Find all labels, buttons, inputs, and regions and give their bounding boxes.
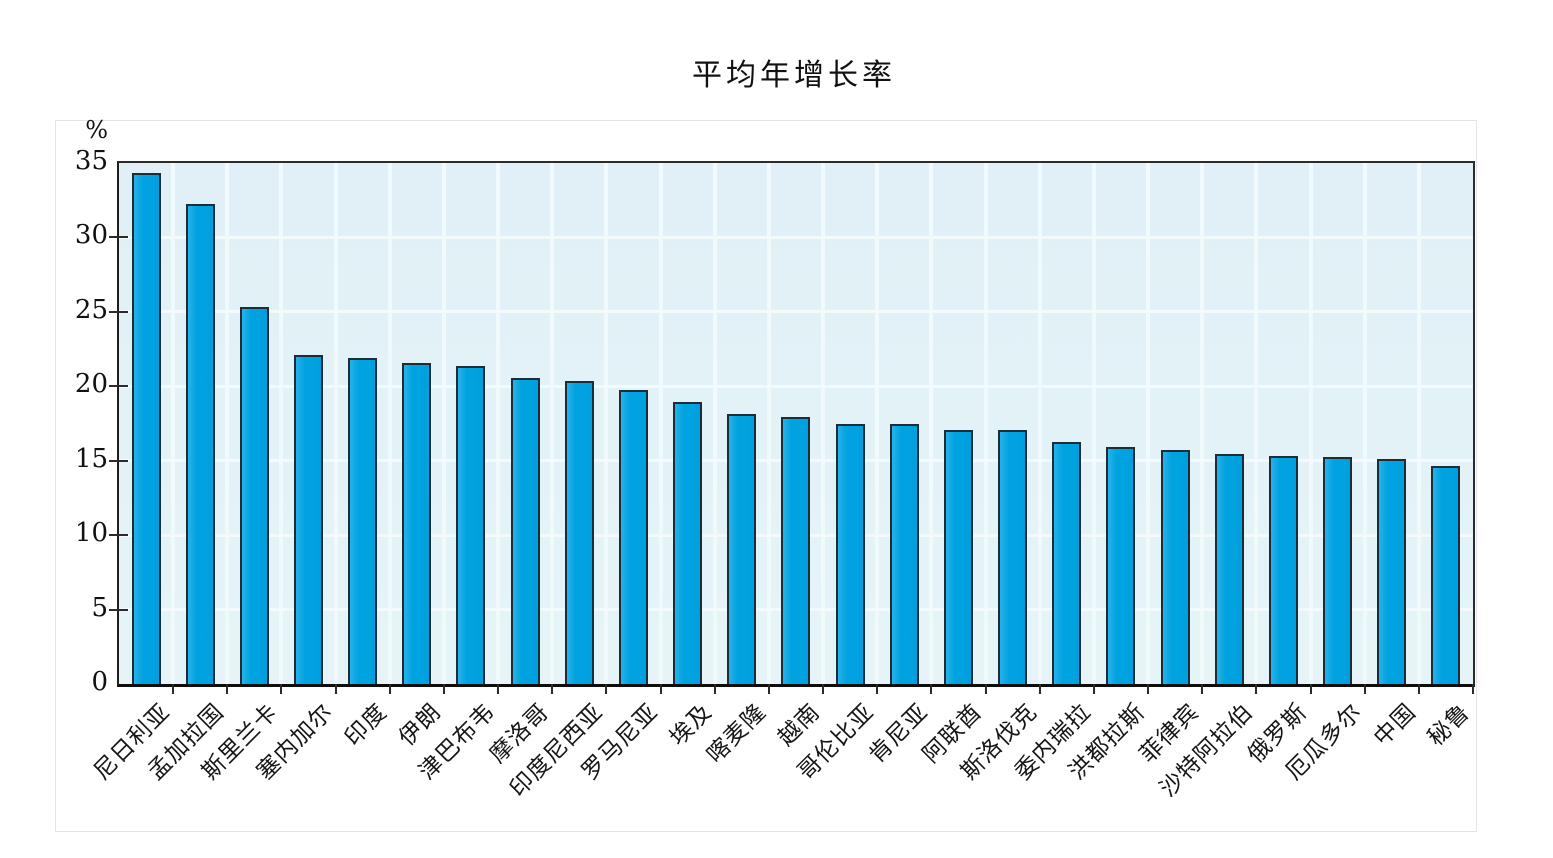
figure-frame [55, 120, 1477, 832]
gridline-vertical [712, 163, 717, 684]
x-axis-tick [388, 684, 391, 694]
y-axis-tick [109, 534, 128, 537]
y-tick-label: 0 [91, 667, 108, 697]
bar [781, 417, 811, 684]
gridline-horizontal [119, 310, 1473, 314]
bar [618, 390, 648, 684]
bar [564, 381, 594, 684]
gridline-vertical [821, 163, 826, 684]
chart-title: 平均年增长率 [692, 58, 896, 93]
x-axis-tick [280, 684, 283, 694]
bar [293, 354, 323, 684]
x-axis-tick [659, 684, 662, 694]
y-axis-tick [109, 310, 128, 313]
x-axis-tick [1309, 684, 1312, 694]
bar [889, 424, 919, 684]
gridline-vertical [658, 163, 663, 684]
bar [835, 424, 865, 684]
y-tick-label: 15 [74, 443, 108, 474]
x-axis-tick [1147, 684, 1150, 694]
gridline-vertical [171, 163, 176, 684]
bar [1323, 457, 1353, 684]
gridline-vertical [1308, 163, 1313, 684]
gridline-vertical [387, 163, 392, 684]
x-axis-tick [713, 684, 716, 694]
y-axis-tick [109, 385, 128, 388]
y-axis-unit-label: % [85, 116, 108, 144]
x-axis-tick [172, 684, 175, 694]
gridline-vertical [1416, 163, 1421, 684]
gridline-vertical [604, 163, 609, 684]
x-axis-tick [551, 684, 554, 694]
x-axis-tick [1472, 684, 1474, 694]
x-axis-tick [1363, 684, 1366, 694]
bar [1160, 449, 1190, 684]
gridline-vertical [875, 163, 880, 684]
bar [727, 414, 757, 684]
gridline-vertical [279, 163, 284, 684]
y-tick-label: 30 [74, 220, 108, 251]
bar [673, 402, 703, 684]
bar [1052, 442, 1082, 684]
bar [998, 430, 1028, 684]
x-axis-tick [876, 684, 879, 694]
bar [131, 172, 161, 684]
gridline-horizontal [119, 384, 1473, 388]
x-axis-tick [605, 684, 608, 694]
gridline-vertical [1037, 163, 1042, 684]
x-axis-tick [930, 684, 933, 694]
gridline-vertical [766, 163, 771, 684]
bar [1431, 466, 1461, 684]
x-axis-tick [1201, 684, 1204, 694]
bar [239, 306, 269, 684]
x-axis-tick [1255, 684, 1258, 694]
x-axis-tick [442, 684, 445, 694]
x-axis-tick [1417, 684, 1420, 694]
x-axis-tick [497, 684, 500, 694]
gridline-vertical [225, 163, 230, 684]
gridline-vertical [441, 163, 446, 684]
plot-area [109, 161, 1475, 694]
bar [943, 430, 973, 684]
bar [456, 366, 486, 684]
y-tick-label: 5 [91, 592, 108, 623]
y-tick-label: 25 [74, 294, 108, 325]
gridline-vertical [333, 163, 338, 684]
x-axis-tick [1038, 684, 1041, 694]
gridline-vertical [496, 163, 501, 684]
bar [1377, 458, 1407, 684]
bar [185, 204, 215, 684]
gridline-vertical [1146, 163, 1151, 684]
x-axis-tick [822, 684, 825, 694]
y-axis-tick [109, 236, 128, 239]
y-axis-tick [109, 459, 128, 462]
y-tick-label: 20 [74, 369, 108, 400]
x-axis-tick [767, 684, 770, 694]
y-tick-label: 10 [74, 518, 108, 549]
bar [402, 363, 432, 684]
x-axis-tick [1092, 684, 1095, 694]
gridline-vertical [1254, 163, 1259, 684]
bar [510, 378, 540, 684]
x-axis-tick [984, 684, 987, 694]
gridline-vertical [929, 163, 934, 684]
gridline-vertical [1362, 163, 1367, 684]
gridline-vertical [1091, 163, 1096, 684]
gridline-vertical [1200, 163, 1205, 684]
gridline-vertical [550, 163, 555, 684]
gridline-vertical [983, 163, 988, 684]
y-axis-tick [109, 608, 128, 611]
y-tick-label: 35 [74, 146, 108, 176]
bar [348, 357, 378, 684]
bar [1106, 446, 1136, 684]
bar [1268, 455, 1298, 684]
gridline-horizontal [119, 235, 1473, 239]
x-axis-tick [226, 684, 229, 694]
x-axis-tick [334, 684, 337, 694]
bar [1214, 454, 1244, 684]
